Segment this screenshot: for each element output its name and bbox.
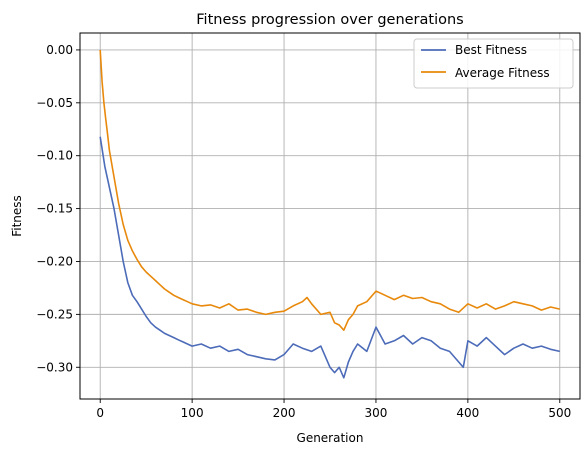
legend-box — [413, 38, 574, 89]
y-tick-label: −0.30 — [36, 360, 73, 374]
axis-ticks: 0 100 200 300 400 500 0.00 −0.05 −0.10 −0.15 −0.20… — [36, 43, 571, 420]
x-tick-label: 200 — [273, 406, 296, 420]
y-axis-title: Fitness — [10, 195, 24, 237]
y-tick-label: −0.20 — [36, 254, 73, 268]
x-tick-label: 0 — [96, 406, 104, 420]
legend-label-average-fitness: Average Fitness — [455, 66, 550, 80]
y-tick-label: 0.00 — [46, 43, 73, 57]
y-tick-label: −0.10 — [36, 149, 73, 163]
x-tick-label: 300 — [365, 406, 388, 420]
series-lines — [99, 49, 560, 379]
plot-frame — [79, 32, 581, 400]
x-tick-label: 100 — [181, 406, 204, 420]
chart-title: Fitness progression over generations — [196, 12, 463, 28]
x-tick-label: 500 — [548, 406, 571, 420]
x-axis-title: Generation — [297, 431, 364, 445]
y-tick-label: −0.05 — [36, 96, 73, 110]
legend: Best Fitness Average Fitness — [413, 38, 574, 89]
y-tick-label: −0.15 — [36, 202, 73, 216]
series-line-best-fitness — [99, 136, 560, 379]
x-tick-label: 400 — [456, 406, 479, 420]
series-line-average-fitness — [99, 49, 560, 332]
y-tick-label: −0.25 — [36, 307, 73, 321]
legend-label-best-fitness: Best Fitness — [455, 43, 527, 57]
